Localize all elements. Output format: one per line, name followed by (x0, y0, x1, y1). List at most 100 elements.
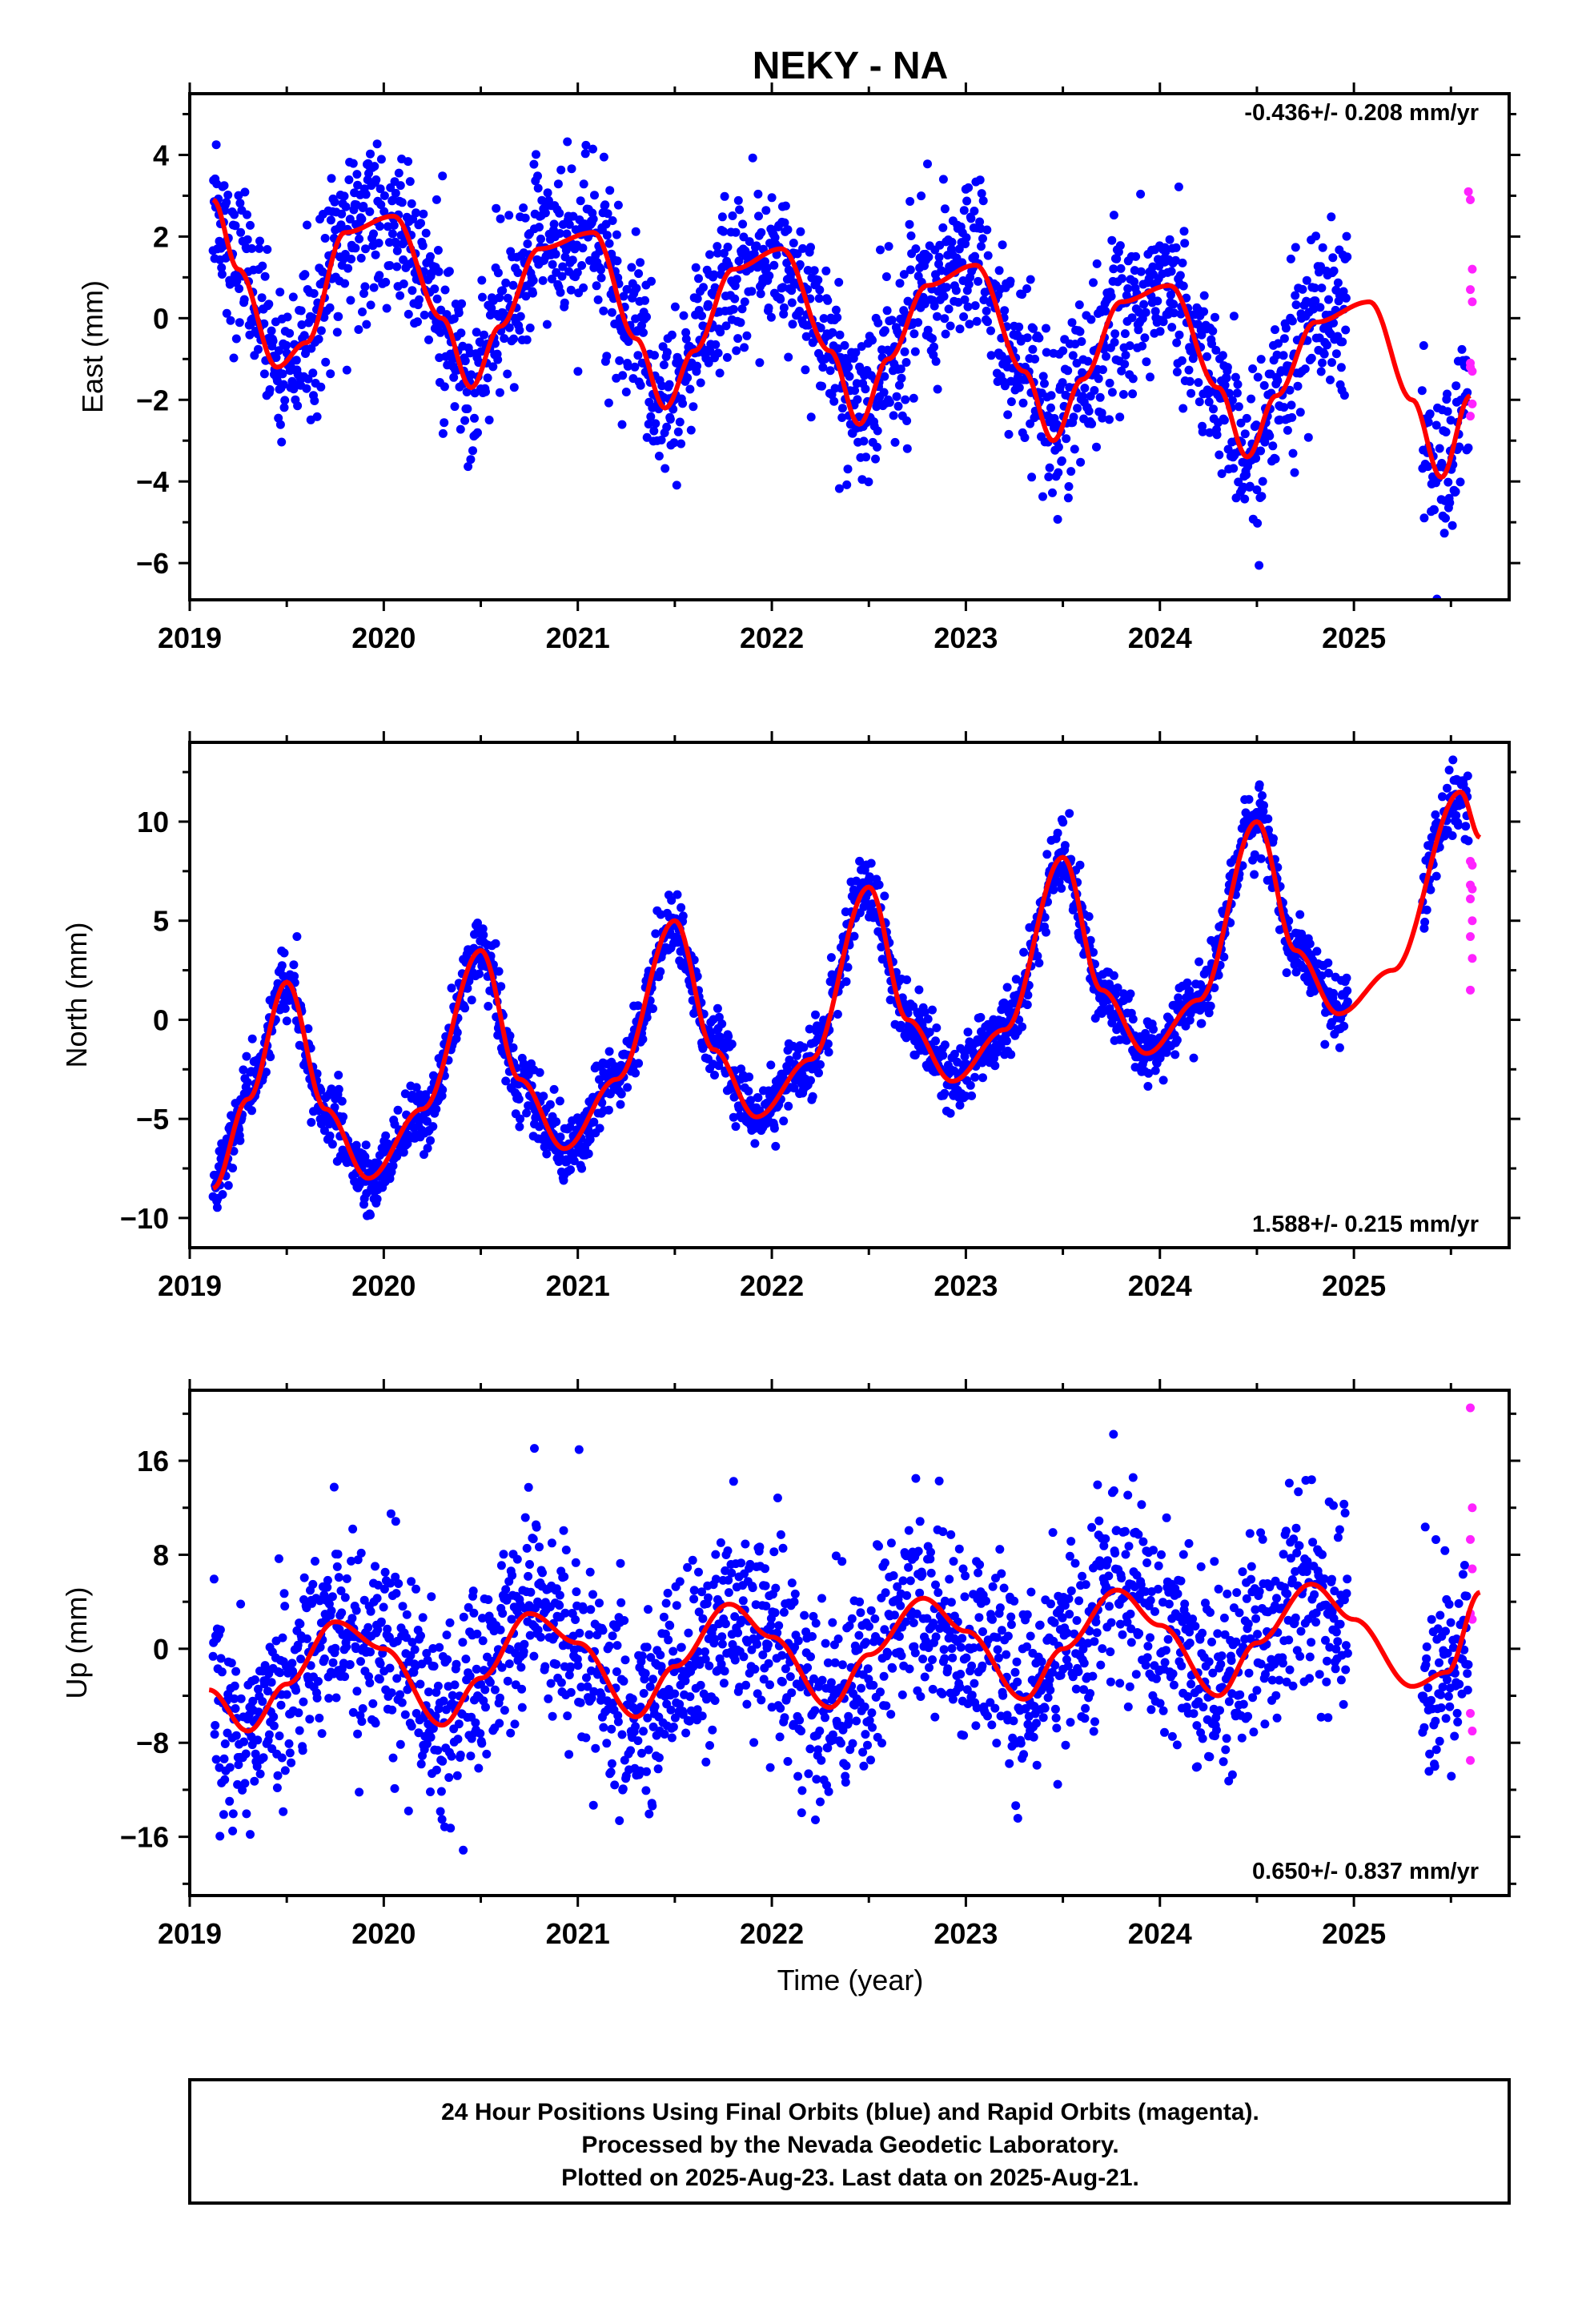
data-point (396, 1739, 405, 1749)
data-point (1291, 300, 1301, 310)
data-point (399, 279, 408, 288)
data-point (634, 269, 644, 279)
data-point (986, 351, 996, 360)
data-point (522, 1108, 532, 1118)
data-point (269, 1721, 279, 1731)
data-point (1149, 1024, 1158, 1034)
data-point (209, 1574, 219, 1584)
data-point (782, 258, 792, 267)
data-point (539, 1092, 548, 1101)
data-point (941, 329, 950, 339)
data-point (959, 312, 969, 321)
data-point (302, 384, 311, 393)
data-point (1117, 274, 1126, 283)
data-point (222, 198, 231, 207)
data-point (264, 1730, 274, 1739)
data-point (859, 436, 869, 446)
data-point (580, 149, 590, 159)
data-point (911, 244, 921, 254)
data-point (408, 1638, 417, 1647)
data-point (436, 1787, 446, 1796)
data-point (899, 270, 909, 279)
data-point (385, 1663, 395, 1673)
data-point (1126, 989, 1135, 999)
data-point (211, 140, 221, 150)
data-point (1255, 561, 1264, 570)
data-point (430, 284, 440, 294)
data-point (608, 216, 617, 225)
data-point (538, 275, 548, 285)
data-point (616, 1100, 625, 1109)
data-point (642, 312, 651, 322)
data-point (515, 325, 524, 335)
data-point (396, 1690, 405, 1699)
data-point (503, 369, 512, 379)
data-point (1122, 1035, 1131, 1045)
data-point (354, 325, 363, 334)
data-point (585, 1135, 595, 1144)
data-point (295, 1619, 305, 1629)
data-point (803, 266, 813, 275)
data-point (896, 1020, 905, 1030)
data-point (913, 318, 923, 328)
data-point (1258, 791, 1267, 800)
data-point (819, 314, 829, 324)
data-point (1120, 329, 1130, 339)
data-point (677, 439, 686, 448)
data-point (475, 969, 484, 979)
data-point (1419, 341, 1428, 350)
data-point (269, 1712, 279, 1722)
data-point (1323, 340, 1331, 350)
data-point (604, 239, 614, 248)
data-point (498, 1609, 508, 1618)
data-point (555, 229, 564, 238)
data-point (962, 233, 971, 243)
data-point (225, 1796, 235, 1806)
y-tick-label: −10 (120, 1202, 169, 1235)
data-point (267, 1678, 276, 1687)
data-point (1042, 850, 1052, 859)
data-point (212, 1203, 222, 1212)
data-point (1073, 404, 1082, 413)
data-point (586, 1605, 596, 1614)
data-point (408, 286, 417, 296)
data-point (208, 1651, 218, 1661)
data-point (510, 1719, 520, 1729)
data-point (946, 321, 955, 331)
data-point (669, 438, 679, 448)
data-point (947, 237, 957, 247)
data-point (1269, 834, 1278, 843)
data-point (716, 328, 725, 337)
data-point (1305, 939, 1315, 948)
data-point (602, 231, 612, 240)
data-point (970, 301, 980, 311)
x-tick-label: 2023 (934, 1269, 998, 1302)
data-point (379, 1602, 388, 1612)
data-point (247, 1106, 256, 1116)
data-point (740, 297, 749, 307)
data-point (1057, 883, 1066, 893)
data-point (235, 284, 244, 293)
data-point (234, 1760, 243, 1770)
data-point (923, 325, 933, 335)
data-point (753, 189, 763, 199)
data-point (909, 393, 918, 403)
data-point (670, 302, 680, 312)
data-point (368, 1699, 378, 1708)
data-point (397, 1698, 407, 1707)
data-point (892, 392, 901, 401)
data-point (463, 404, 472, 413)
data-point (289, 960, 299, 970)
data-point (592, 281, 601, 291)
data-point (588, 144, 597, 154)
data-point (978, 196, 988, 206)
data-point (481, 1703, 490, 1712)
data-point (1339, 1022, 1349, 1031)
data-point (239, 295, 249, 304)
data-point (1242, 470, 1251, 480)
data-point (1014, 383, 1024, 392)
data-point (484, 416, 494, 424)
data-point (429, 1662, 439, 1671)
data-point (477, 1739, 487, 1748)
data-point (1265, 431, 1275, 440)
